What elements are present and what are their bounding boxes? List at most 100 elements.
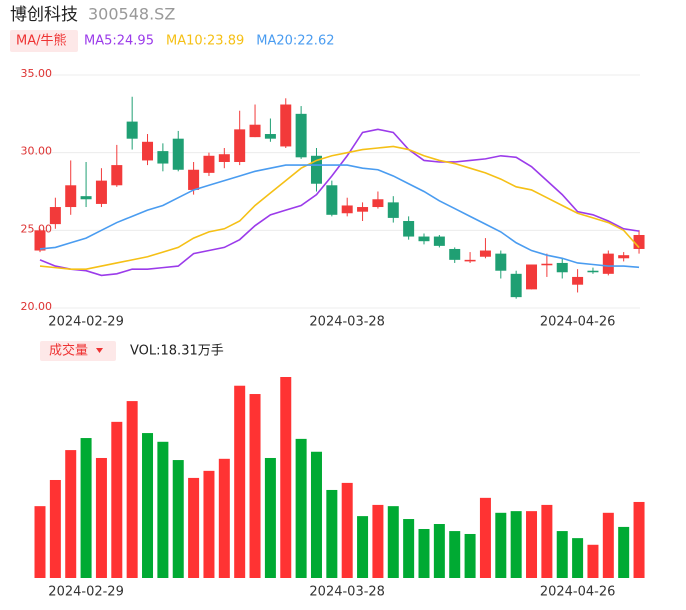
candle-body	[464, 259, 476, 262]
candle-body	[618, 255, 630, 259]
x-tick-label: 2024-02-29	[48, 585, 124, 600]
volume-bar	[618, 526, 630, 578]
candle-body	[295, 113, 307, 158]
volume-bar	[326, 489, 338, 578]
candle-body	[126, 121, 138, 139]
volume-bar	[80, 438, 92, 578]
volume-bar	[479, 497, 491, 578]
volume-bar	[403, 519, 415, 578]
candle-body	[541, 263, 553, 266]
volume-bar	[341, 482, 353, 578]
candle-body	[556, 262, 568, 273]
volume-bar	[172, 460, 184, 578]
candle-body	[264, 134, 276, 139]
volume-bar	[218, 458, 230, 578]
candle-body	[602, 253, 614, 274]
volume-bar	[188, 477, 200, 578]
volume-bar	[633, 501, 645, 578]
candle-body	[510, 273, 522, 298]
candle-body	[111, 165, 123, 186]
candle-body	[310, 155, 322, 184]
candle-body	[572, 276, 584, 285]
volume-bar	[126, 401, 138, 578]
ma-tag[interactable]: MA/牛熊	[16, 33, 67, 49]
volume-bar	[526, 511, 538, 578]
candle-body	[95, 180, 107, 204]
candle-body	[326, 185, 338, 215]
dropdown-arrow[interactable]	[96, 348, 103, 353]
legend-entry: MA20:22.62	[256, 34, 334, 49]
volume-bar	[264, 457, 276, 578]
volume-bar	[65, 450, 77, 578]
candle-body	[526, 264, 538, 290]
candle-body	[142, 141, 154, 161]
volume-bar	[602, 512, 614, 578]
volume-bar	[157, 441, 169, 578]
volume-bar	[449, 531, 461, 578]
stock-code: 300548.SZ	[88, 5, 175, 24]
volume-bar	[95, 457, 107, 578]
volume-bar	[556, 531, 568, 578]
vol-label: VOL:18.31万手	[130, 344, 224, 359]
volume-bar	[541, 504, 553, 578]
volume-bar	[234, 385, 246, 578]
volume-bar	[510, 511, 522, 578]
y-tick-label: 30.00	[21, 145, 53, 158]
volume-bar	[249, 394, 261, 578]
candle-body	[449, 248, 461, 260]
candle-body	[188, 169, 200, 190]
y-tick-label: 35.00	[21, 67, 53, 80]
y-tick-label: 20.00	[21, 300, 53, 313]
candle-body	[218, 154, 230, 162]
candle-body	[633, 234, 645, 249]
candle-body	[34, 230, 46, 251]
legend-entry: MA10:23.89	[166, 34, 244, 49]
candle-body	[479, 250, 491, 257]
x-tick-label: 2024-03-28	[309, 315, 385, 330]
candle-body	[249, 124, 261, 138]
candle-body	[357, 207, 369, 212]
candle-body	[387, 202, 399, 218]
volume-bar	[372, 504, 384, 578]
x-tick-label: 2024-03-28	[309, 585, 385, 600]
ma-tag-bg[interactable]	[10, 30, 78, 52]
volume-bar	[587, 544, 599, 578]
volume-bar	[433, 524, 445, 578]
candle-body	[403, 221, 415, 237]
volume-bar	[111, 421, 123, 578]
candle-body	[49, 207, 61, 225]
x-tick-label: 2024-04-26	[540, 315, 616, 330]
candle-body	[80, 196, 92, 200]
volume-bar	[357, 516, 369, 578]
stock-name: 博创科技	[10, 5, 78, 25]
candle-body	[495, 253, 507, 271]
vol-tag-bg[interactable]	[40, 341, 116, 361]
volume-bar	[203, 470, 215, 578]
volume-bar	[418, 528, 430, 578]
volume-bar	[310, 451, 322, 578]
ma-line	[39, 164, 640, 269]
volume-bar	[495, 512, 507, 578]
candle-body	[234, 129, 246, 162]
volume-bar	[49, 479, 61, 578]
volume-bar	[280, 377, 292, 578]
legend-entry: MA5:24.95	[84, 34, 154, 49]
candle-body	[341, 205, 353, 214]
ma-line	[39, 128, 640, 277]
x-tick-label: 2024-02-29	[48, 315, 124, 330]
candle-body	[172, 138, 184, 170]
vol-tag[interactable]: 成交量	[49, 343, 88, 359]
volume-bar	[387, 506, 399, 578]
volume-bar	[572, 538, 584, 578]
candle-body	[65, 185, 77, 208]
candle-body	[372, 199, 384, 208]
candle-body	[433, 236, 445, 246]
ma-line	[39, 145, 640, 270]
candle-body	[157, 151, 169, 164]
x-tick-label: 2024-04-26	[540, 585, 616, 600]
volume-bar	[142, 433, 154, 578]
volume-bar	[34, 506, 46, 578]
volume-bar	[464, 533, 476, 578]
candle-body	[587, 270, 599, 273]
